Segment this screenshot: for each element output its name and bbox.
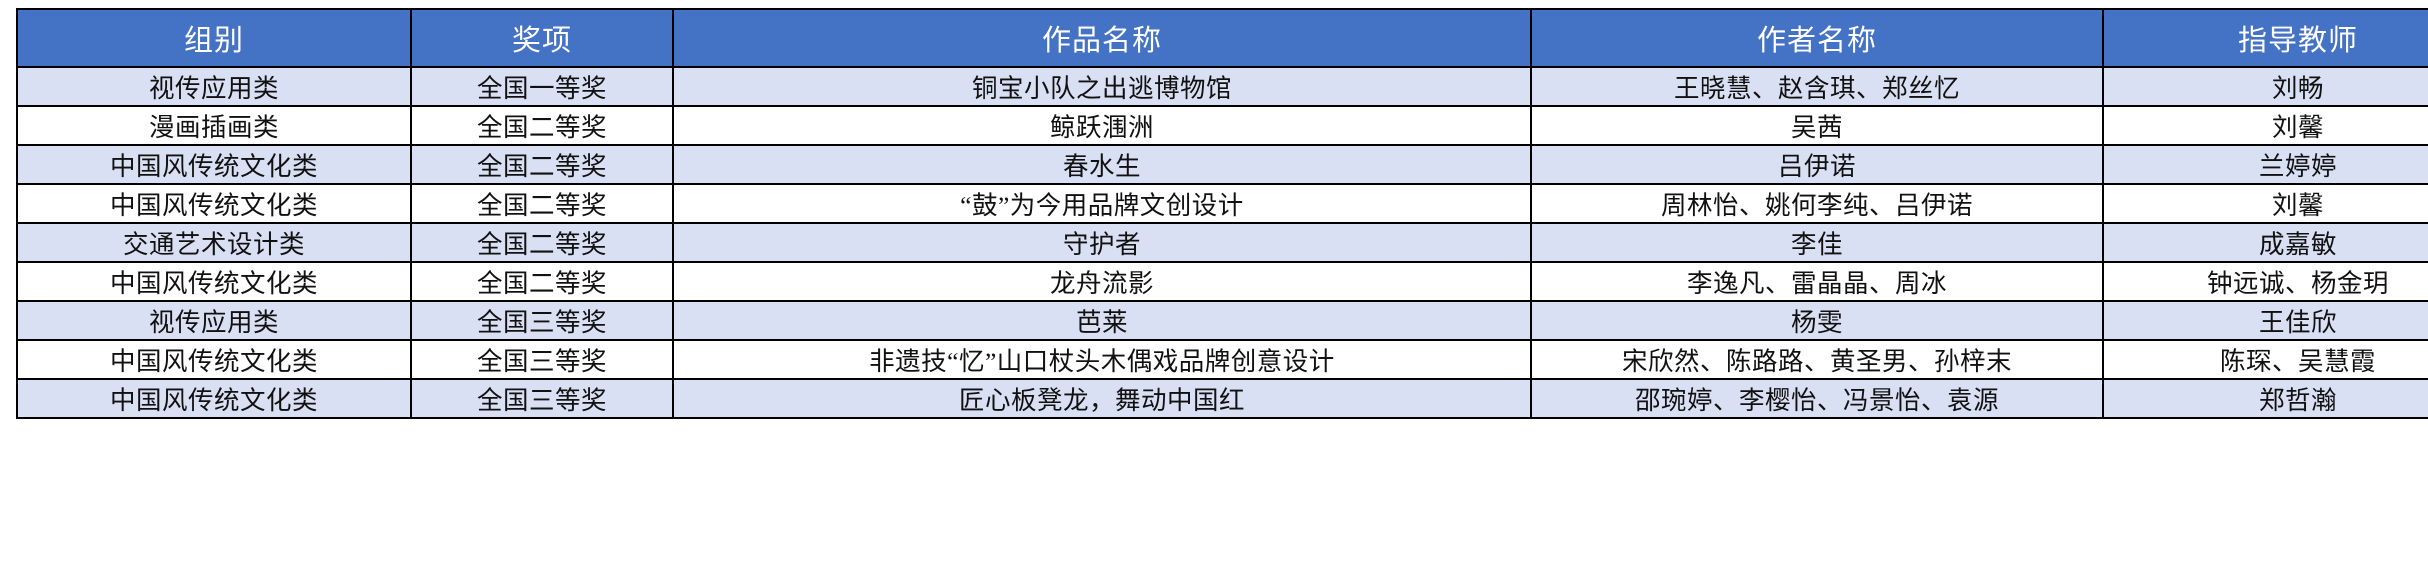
table-row[interactable]: 交通艺术设计类全国二等奖守护者李佳成嘉敏北海艺术设计学院 xyxy=(16,222,2428,263)
cell-teacher[interactable]: 刘馨 xyxy=(2102,183,2428,224)
cell-teacher[interactable]: 王佳欣 xyxy=(2102,300,2428,341)
column-header-work[interactable]: 作品名称 xyxy=(672,8,1532,68)
cell-author[interactable]: 李逸凡、雷晶晶、周冰 xyxy=(1530,261,2104,302)
cell-group[interactable]: 中国风传统文化类 xyxy=(16,261,412,302)
cell-work[interactable]: 非遗技“忆”山口杖头木偶戏品牌创意设计 xyxy=(672,339,1532,380)
cell-award[interactable]: 全国三等奖 xyxy=(410,300,674,341)
cell-author[interactable]: 宋欣然、陈路路、黄圣男、孙梓末 xyxy=(1530,339,2104,380)
cell-author[interactable]: 李佳 xyxy=(1530,222,2104,263)
cell-award[interactable]: 全国二等奖 xyxy=(410,144,674,185)
cell-work[interactable]: “鼓”为今用品牌文创设计 xyxy=(672,183,1532,224)
table-row[interactable]: 视传应用类全国一等奖铜宝小队之出逃博物馆王晓慧、赵含琪、郑丝忆刘畅北海艺术设计学… xyxy=(16,66,2428,107)
cell-work[interactable]: 守护者 xyxy=(672,222,1532,263)
cell-award[interactable]: 全国二等奖 xyxy=(410,261,674,302)
cell-award[interactable]: 全国三等奖 xyxy=(410,378,674,419)
cell-group[interactable]: 视传应用类 xyxy=(16,66,412,107)
column-header-award[interactable]: 奖项 xyxy=(410,8,674,68)
table-row[interactable]: 中国风传统文化类全国二等奖龙舟流影李逸凡、雷晶晶、周冰钟远诚、杨金玥北海艺术设计… xyxy=(16,261,2428,302)
table-row[interactable]: 中国风传统文化类全国二等奖“鼓”为今用品牌文创设计周林怡、姚何李纯、吕伊诺刘馨北… xyxy=(16,183,2428,224)
cell-author[interactable]: 王晓慧、赵含琪、郑丝忆 xyxy=(1530,66,2104,107)
cell-teacher[interactable]: 兰婷婷 xyxy=(2102,144,2428,185)
table-row[interactable]: 中国风传统文化类 全国三等奖 非遗技“忆”山口杖头木偶戏品牌创意设计 宋欣然、陈路路、… xyxy=(16,339,2428,380)
cell-group[interactable]: 交通艺术设计类 xyxy=(16,222,412,263)
cell-work[interactable]: 春水生 xyxy=(672,144,1532,185)
cell-teacher[interactable]: 郑哲瀚 xyxy=(2102,378,2428,419)
column-header-teacher[interactable]: 指导教师 xyxy=(2102,8,2428,68)
cell-author[interactable]: 邵琬婷、李樱怡、冯景怡、袁源 xyxy=(1530,378,2104,419)
cell-author[interactable]: 杨雯 xyxy=(1530,300,2104,341)
column-header-group[interactable]: 组别 xyxy=(16,8,412,68)
column-header-author[interactable]: 作者名称 xyxy=(1530,8,2104,68)
cell-work[interactable]: 铜宝小队之出逃博物馆 xyxy=(672,66,1532,107)
cell-author[interactable]: 吕伊诺 xyxy=(1530,144,2104,185)
cell-teacher[interactable]: 刘畅 xyxy=(2102,66,2428,107)
cell-group[interactable]: 中国风传统文化类 xyxy=(16,339,412,380)
table-row[interactable]: 漫画插画类全国二等奖鲸跃涠洲吴茜刘馨北海艺术设计学院 xyxy=(16,105,2428,146)
cell-group[interactable]: 漫画插画类 xyxy=(16,105,412,146)
cell-author[interactable]: 周林怡、姚何李纯、吕伊诺 xyxy=(1530,183,2104,224)
cell-work[interactable]: 龙舟流影 xyxy=(672,261,1532,302)
cell-work[interactable]: 芭莱 xyxy=(672,300,1532,341)
table-row[interactable]: 中国风传统文化类 全国三等奖 匠心板凳龙，舞动中国红 邵琬婷、李樱怡、冯景怡、袁源 郑哲… xyxy=(16,378,2428,419)
cell-award[interactable]: 全国二等奖 xyxy=(410,105,674,146)
cell-work[interactable]: 鲸跃涠洲 xyxy=(672,105,1532,146)
cell-teacher[interactable]: 刘馨 xyxy=(2102,105,2428,146)
cell-group[interactable]: 中国风传统文化类 xyxy=(16,183,412,224)
table-body: 视传应用类全国一等奖铜宝小队之出逃博物馆王晓慧、赵含琪、郑丝忆刘畅北海艺术设计学… xyxy=(16,66,2428,419)
cell-award[interactable]: 全国一等奖 xyxy=(410,66,674,107)
cell-group[interactable]: 中国风传统文化类 xyxy=(16,378,412,419)
cell-author[interactable]: 吴茜 xyxy=(1530,105,2104,146)
cell-award[interactable]: 全国二等奖 xyxy=(410,183,674,224)
cell-teacher[interactable]: 陈琛、吴慧霞 xyxy=(2102,339,2428,380)
cell-teacher[interactable]: 成嘉敏 xyxy=(2102,222,2428,263)
header-row: 组别 奖项 作品名称 作者名称 指导教师 参赛院校 xyxy=(16,8,2428,68)
table-header: 组别 奖项 作品名称 作者名称 指导教师 参赛院校 xyxy=(16,8,2428,68)
table-row[interactable]: 中国风传统文化类全国二等奖春水生吕伊诺兰婷婷北海艺术设计学院 xyxy=(16,144,2428,185)
table-row[interactable]: 视传应用类全国三等奖芭莱杨雯王佳欣北海艺术设计学院 xyxy=(16,300,2428,341)
award-results-table: 组别 奖项 作品名称 作者名称 指导教师 参赛院校 视传应用类全国一等奖铜宝小队… xyxy=(16,8,2428,419)
cell-teacher[interactable]: 钟远诚、杨金玥 xyxy=(2102,261,2428,302)
cell-work[interactable]: 匠心板凳龙，舞动中国红 xyxy=(672,378,1532,419)
cell-group[interactable]: 中国风传统文化类 xyxy=(16,144,412,185)
cell-award[interactable]: 全国三等奖 xyxy=(410,339,674,380)
cell-award[interactable]: 全国二等奖 xyxy=(410,222,674,263)
cell-group[interactable]: 视传应用类 xyxy=(16,300,412,341)
